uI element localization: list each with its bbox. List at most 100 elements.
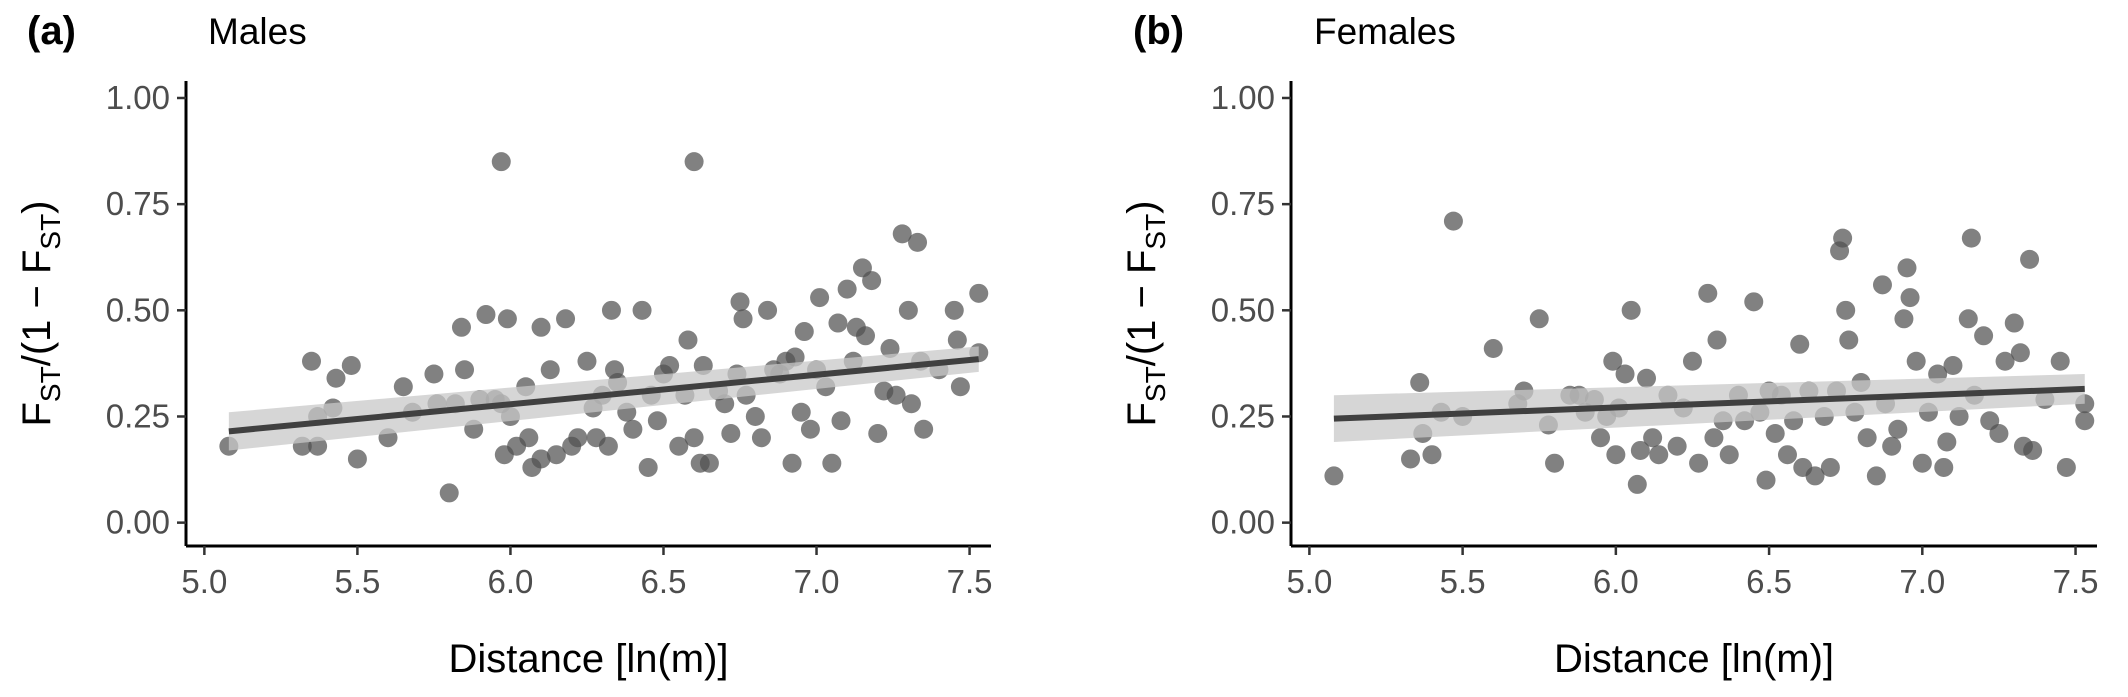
point [1833, 228, 1853, 248]
point [1545, 453, 1565, 473]
panel: (b) Females 0.00 0.25 0.50 0.75 1.00 5.0 5.5 6.0 6… [1120, 9, 2098, 681]
confidence-band [228, 346, 979, 451]
point [1937, 432, 1957, 452]
point [632, 300, 652, 320]
y-tick-label: 0.50 [1211, 291, 1275, 328]
point [1943, 356, 1963, 376]
point [1636, 368, 1656, 388]
point [577, 351, 597, 371]
point [531, 449, 551, 469]
confidence-band [1333, 374, 2085, 442]
point [1934, 457, 1954, 477]
y-tick-label: 1.00 [1211, 79, 1275, 116]
point [914, 419, 934, 439]
x-tick-label: 5.5 [334, 563, 380, 600]
panel-title: Females [1314, 11, 1456, 52]
point [1704, 428, 1724, 448]
point [947, 330, 967, 350]
point [393, 377, 413, 397]
point [892, 224, 912, 244]
subscript: ST [35, 366, 66, 402]
point [568, 428, 588, 448]
y-tick-label: 0.00 [106, 504, 170, 541]
y-tick-label: 0.75 [106, 185, 170, 222]
point [944, 300, 964, 320]
point [751, 428, 771, 448]
point [455, 360, 475, 380]
point [969, 283, 989, 303]
point [730, 292, 750, 312]
point [1820, 457, 1840, 477]
point [794, 322, 814, 342]
point [556, 309, 576, 329]
point [638, 457, 658, 477]
point [1894, 309, 1914, 329]
point [898, 300, 918, 320]
point [828, 313, 848, 333]
point [1689, 453, 1709, 473]
point [1897, 258, 1917, 278]
subscript: ST [1140, 214, 1171, 250]
point [1900, 288, 1920, 308]
x-tick-label: 6.5 [1746, 563, 1792, 600]
point [601, 300, 621, 320]
point [2056, 457, 2076, 477]
subscript: ST [35, 214, 66, 250]
point [1615, 364, 1635, 384]
point [1529, 309, 1549, 329]
point [810, 288, 830, 308]
point [684, 428, 704, 448]
point [451, 317, 471, 337]
label-part: ) [1120, 200, 1164, 213]
point [2020, 249, 2040, 269]
point [424, 364, 444, 384]
x-axis-label: Distance [ln(m)] [1554, 637, 1834, 681]
y-tick-label: 0.50 [106, 291, 170, 328]
subscript: ST [1140, 366, 1171, 402]
point [2050, 351, 2070, 371]
point [1719, 445, 1739, 465]
label-part: F [15, 402, 59, 426]
y-tick-label: 0.25 [106, 397, 170, 434]
panel-label: (a) [27, 9, 76, 53]
point [546, 445, 566, 465]
point [347, 449, 367, 469]
y-tick-label: 0.00 [1211, 504, 1275, 541]
point [1643, 428, 1663, 448]
point [868, 423, 888, 443]
point [1961, 228, 1981, 248]
y-tick-label: 1.00 [106, 79, 170, 116]
point [326, 368, 346, 388]
panel-title: Males [208, 11, 307, 52]
point [1483, 339, 1503, 359]
point [476, 305, 496, 325]
point [1324, 466, 1344, 486]
y-axis-label: FST/(1 − FST) [1120, 200, 1171, 426]
point [1888, 419, 1908, 439]
point [2075, 411, 2095, 431]
point [647, 411, 667, 431]
point [1401, 449, 1421, 469]
y-axis-label: FST/(1 − FST) [15, 200, 66, 426]
point [791, 402, 811, 422]
point [1805, 466, 1825, 486]
point [531, 317, 551, 337]
point [2010, 343, 2030, 363]
point [782, 453, 802, 473]
point [886, 385, 906, 405]
point [901, 394, 921, 414]
point [669, 436, 689, 456]
point [908, 232, 928, 252]
point [1866, 466, 1886, 486]
panel: (a) Males 0.00 0.25 0.50 0.75 1.00 5.0 5.5 6.0 6.5… [15, 9, 993, 681]
point [1603, 351, 1623, 371]
point [699, 453, 719, 473]
point [1682, 351, 1702, 371]
point [800, 419, 820, 439]
point [837, 279, 857, 299]
point [1839, 330, 1859, 350]
point [301, 351, 321, 371]
point [341, 356, 361, 376]
point [1949, 406, 1969, 426]
x-tick-label: 6.0 [1593, 563, 1639, 600]
